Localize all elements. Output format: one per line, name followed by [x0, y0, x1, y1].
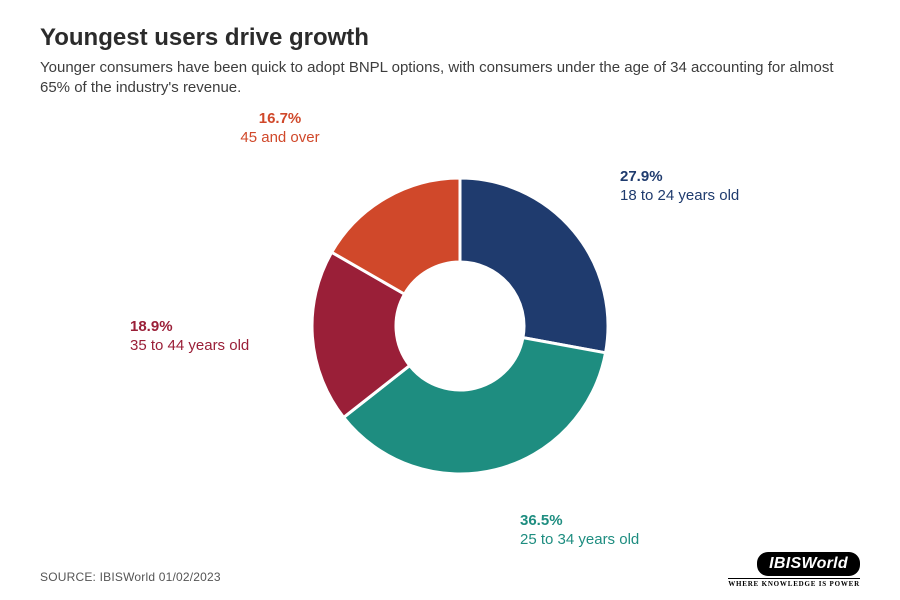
slice-percent: 27.9%: [620, 168, 739, 187]
brand-name: IBISWorld: [757, 552, 860, 576]
source-caption: SOURCE: IBISWorld 01/02/2023: [40, 570, 221, 584]
chart-title: Youngest users drive growth: [40, 24, 860, 52]
brand-tagline: WHERE KNOWLEDGE IS POWER: [728, 578, 860, 588]
slice-text: 18 to 24 years old: [620, 187, 739, 206]
slice-percent: 36.5%: [520, 512, 639, 531]
slice-label: 27.9%18 to 24 years old: [620, 168, 739, 206]
donut-slice: [460, 178, 608, 353]
slice-label: 16.7%45 and over: [240, 110, 319, 148]
donut-chart: [308, 174, 612, 478]
slice-text: 45 and over: [240, 129, 319, 148]
slice-text: 25 to 34 years old: [520, 531, 639, 550]
slice-percent: 16.7%: [240, 110, 319, 129]
slice-label: 36.5%25 to 34 years old: [520, 512, 639, 550]
slice-label: 18.9%35 to 44 years old: [130, 318, 249, 356]
slice-text: 35 to 44 years old: [130, 337, 249, 356]
brand-logo: IBISWorld WHERE KNOWLEDGE IS POWER: [728, 552, 860, 588]
slice-percent: 18.9%: [130, 318, 249, 337]
